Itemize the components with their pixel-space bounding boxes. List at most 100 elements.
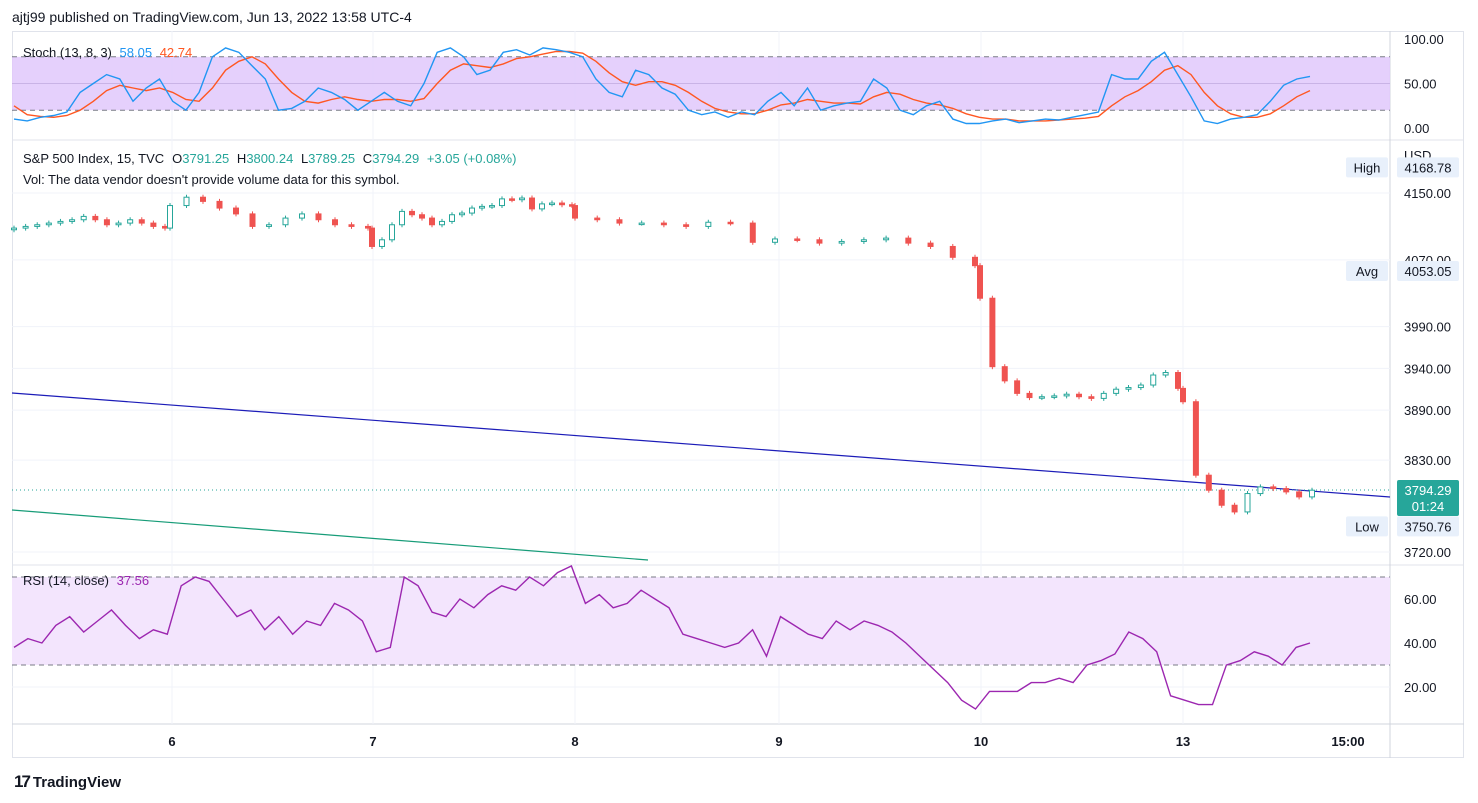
candle-body	[1218, 489, 1225, 506]
volume-note: Vol: The data vendor doesn't provide vol…	[23, 172, 400, 187]
candle-body	[69, 219, 76, 222]
stoch-axis-label: 50.00	[1404, 77, 1437, 92]
stoch-k-value: 58.05	[119, 45, 153, 60]
candle-body	[1180, 387, 1186, 403]
candle-body	[92, 215, 99, 221]
candle-body	[683, 224, 690, 227]
rsi-value: 37.56	[116, 573, 150, 588]
candle-body	[529, 197, 535, 210]
rsi-title: RSI (14, close)	[23, 573, 109, 588]
candle-body	[616, 219, 623, 224]
low-tag-label: Low	[1355, 519, 1379, 534]
candle-body	[949, 245, 956, 258]
tradingview-brand: TradingView	[32, 773, 122, 791]
candle-body	[369, 227, 375, 247]
high-tag-label: High	[1354, 160, 1381, 175]
candle-body	[1244, 493, 1251, 513]
candle-body	[1076, 393, 1082, 398]
close-label: C	[362, 151, 373, 166]
candle-body	[200, 196, 206, 202]
high-tag: High 4168.78	[1346, 157, 1459, 178]
candle-body	[1100, 392, 1107, 399]
avg-tag-value-bg	[1397, 260, 1459, 281]
time-axis-label: 6	[168, 734, 175, 749]
candle-body	[1051, 395, 1058, 398]
low-value: 3789.25	[308, 151, 356, 166]
candle-body	[299, 213, 305, 219]
time-axis-label: 10	[974, 734, 988, 749]
candle-body	[315, 213, 322, 221]
candle-body	[727, 221, 734, 225]
change-value: +3.05 (+0.08%)	[426, 151, 517, 166]
candle-body	[379, 239, 385, 247]
candle-body	[216, 200, 223, 209]
candle-body	[989, 297, 996, 368]
price-pane	[11, 194, 1391, 561]
rsi-band	[12, 577, 1390, 665]
stoch-legend[interactable]: Stoch (13, 8, 3) 58.05 42.74	[23, 45, 196, 60]
candle-body	[399, 210, 405, 226]
high-label: H	[236, 151, 247, 166]
close-value: 3794.29	[372, 151, 420, 166]
rsi-pane	[12, 565, 1390, 710]
avg-tag: Avg 4053.05	[1346, 260, 1459, 281]
time-axis-label: 7	[369, 734, 376, 749]
candle-body	[883, 237, 890, 241]
publisher-header: ajtj99 published on TradingView.com, Jun…	[12, 9, 412, 25]
rsi-axis-label: 60.00	[1404, 592, 1437, 607]
candle-body	[1125, 387, 1132, 390]
stoch-axis-label: 100.00	[1404, 32, 1444, 47]
tradingview-logo[interactable]: 17 TradingView	[14, 772, 121, 792]
candle-body	[1113, 388, 1120, 394]
stoch-d-line	[13, 50, 1311, 122]
time-axis-label: 15:00	[1331, 734, 1364, 749]
candle-body	[499, 198, 505, 207]
candle-body	[1001, 366, 1008, 382]
candle-body	[249, 213, 256, 227]
candle-body	[22, 225, 29, 229]
candle-body	[11, 227, 17, 231]
candle-body	[519, 197, 525, 201]
candle-body	[459, 212, 465, 216]
candle-body	[409, 210, 415, 216]
candle-body	[1257, 486, 1264, 495]
candle-body	[115, 222, 122, 226]
candle-body	[559, 202, 565, 206]
time-axis-label: 9	[775, 734, 782, 749]
candle-body	[365, 225, 371, 229]
candle-body	[469, 207, 475, 214]
candle-body	[539, 203, 545, 210]
candle-body	[509, 198, 515, 201]
candle-body	[1038, 396, 1045, 399]
stoch-title: Stoch (13, 8, 3)	[23, 45, 112, 60]
candle-body	[419, 214, 425, 219]
stoch-axis-label: 0.00	[1404, 121, 1429, 136]
candle-body	[1309, 489, 1315, 498]
candle-body	[103, 219, 110, 226]
price-legend[interactable]: S&P 500 Index, 15, TVC O3791.25 H3800.24 …	[23, 151, 520, 166]
candle-body	[1231, 504, 1238, 513]
rsi-legend[interactable]: RSI (14, close) 37.56	[23, 573, 153, 588]
candle-body	[1192, 401, 1199, 476]
price-axis-label: 3890.00	[1404, 403, 1451, 418]
candle-body	[138, 219, 145, 224]
candle-body	[860, 239, 867, 242]
candle-body	[489, 205, 495, 208]
candle-body	[57, 220, 64, 224]
candle-body	[638, 222, 645, 226]
candle-body	[282, 217, 289, 226]
candle-body	[660, 222, 667, 226]
candle-body	[45, 222, 52, 226]
avg-tag-label: Avg	[1356, 264, 1378, 279]
avg-tag-label-bg	[1346, 260, 1388, 281]
time-axis-label: 13	[1176, 734, 1190, 749]
candle-body	[705, 221, 712, 227]
candle-body	[549, 202, 555, 206]
candle-body	[977, 265, 983, 299]
candle-body	[1137, 384, 1144, 389]
candle-body	[429, 217, 435, 226]
price-axis-label: 3940.00	[1404, 361, 1451, 376]
rsi-axis-label: 40.00	[1404, 636, 1437, 651]
candle-body	[905, 237, 912, 244]
